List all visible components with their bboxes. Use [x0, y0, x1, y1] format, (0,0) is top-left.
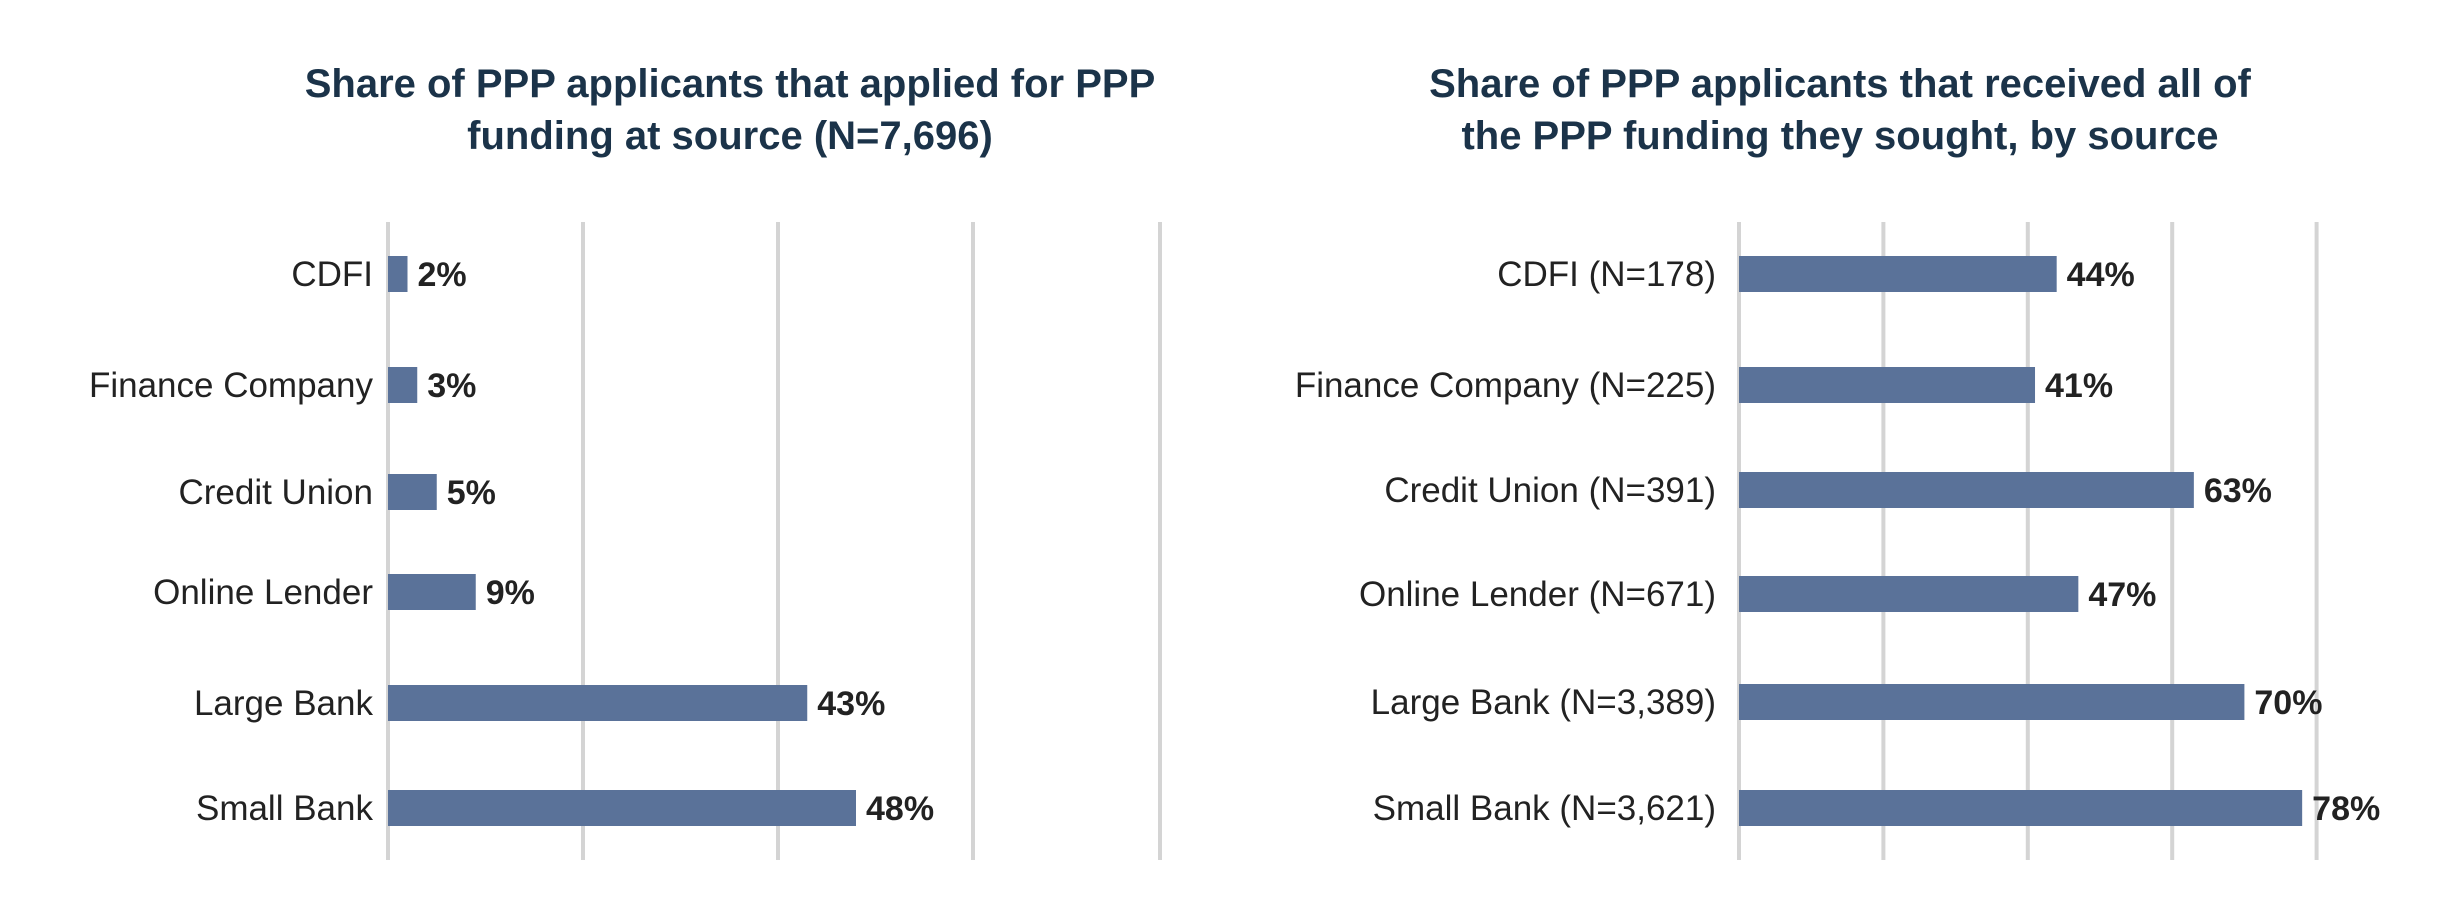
- value-label-applied-1: 3%: [427, 367, 476, 405]
- bar-received-3: [1739, 576, 2079, 612]
- category-label-received-3: Online Lender (N=671): [1359, 575, 1716, 614]
- bar-received-5: [1739, 790, 2303, 826]
- category-label-applied-3: Online Lender: [153, 573, 373, 612]
- value-label-applied-2: 5%: [447, 474, 496, 512]
- category-label-applied-1: Finance Company: [89, 366, 374, 405]
- category-label-applied-2: Credit Union: [178, 473, 373, 512]
- category-label-applied-5: Small Bank: [196, 789, 374, 828]
- value-label-applied-3: 9%: [486, 574, 535, 612]
- bar-received-2: [1739, 472, 2194, 508]
- value-label-applied-4: 43%: [817, 685, 885, 723]
- value-label-received-5: 78%: [2312, 790, 2380, 828]
- bar-applied-3: [388, 574, 476, 610]
- value-label-received-4: 70%: [2254, 684, 2322, 722]
- value-label-applied-5: 48%: [866, 790, 934, 828]
- bar-received-0: [1739, 256, 2057, 292]
- category-label-applied-0: CDFI: [291, 255, 373, 294]
- chart-title-right: Share of PPP applicants that received al…: [1429, 62, 2251, 158]
- chart-applied-by-source: CDFI 2% Finance Company 3% Credit Union 5% Onl…: [89, 222, 1162, 860]
- bar-applied-0: [388, 256, 408, 292]
- value-label-received-3: 47%: [2088, 576, 2156, 614]
- category-label-received-4: Large Bank (N=3,389): [1371, 683, 1716, 722]
- value-label-received-1: 41%: [2045, 367, 2113, 405]
- value-label-received-2: 63%: [2204, 472, 2272, 510]
- category-label-received-5: Small Bank (N=3,621): [1373, 789, 1716, 828]
- bar-received-4: [1739, 684, 2245, 720]
- value-label-applied-0: 2%: [418, 256, 467, 294]
- category-label-received-1: Finance Company (N=225): [1295, 366, 1716, 405]
- bar-applied-2: [388, 474, 437, 510]
- chart-received-all-funding: CDFI (N=178) 44% Finance Company (N=225) 41…: [1295, 222, 2380, 860]
- bar-received-1: [1739, 367, 2036, 403]
- chart-title-left: Share of PPP applicants that applied for…: [304, 62, 1156, 158]
- category-label-received-0: CDFI (N=178): [1497, 255, 1716, 294]
- bar-applied-4: [388, 685, 808, 721]
- bar-applied-1: [388, 367, 418, 403]
- value-label-received-0: 44%: [2067, 256, 2135, 294]
- category-label-applied-4: Large Bank: [194, 684, 374, 723]
- category-label-received-2: Credit Union (N=391): [1384, 471, 1716, 510]
- bar-applied-5: [388, 790, 856, 826]
